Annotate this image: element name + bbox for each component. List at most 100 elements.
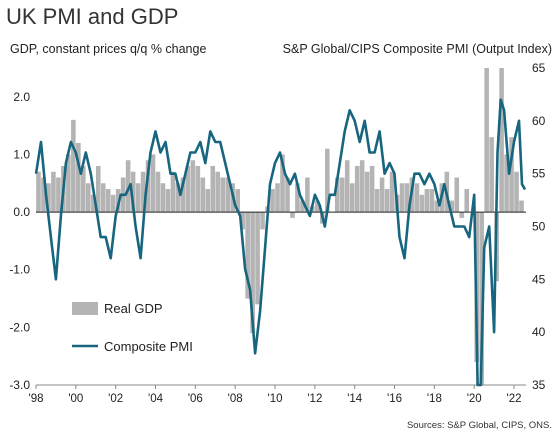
- x-tick-label: '00: [68, 393, 83, 405]
- pmi-series: [34, 98, 527, 387]
- gdp-bar: [464, 189, 470, 213]
- gdp-bar: [160, 183, 166, 213]
- gdp-bar: [285, 177, 290, 213]
- gdp-bar: [509, 137, 514, 213]
- gdp-bar: [90, 194, 96, 213]
- gdp-bar: [76, 142, 81, 213]
- gdp-bar: [334, 177, 340, 213]
- right-axis-ticks: 35 40 45 50 55 60 65: [532, 61, 546, 392]
- gdp-bar: [344, 160, 350, 213]
- gdp-bar: [95, 165, 101, 213]
- gdp-bar: [339, 177, 345, 213]
- left-axis-label: GDP, constant prices q/q % change: [10, 42, 207, 56]
- gdp-bar: [270, 189, 275, 213]
- left-tick-label: 1.0: [13, 147, 30, 161]
- gdp-bar: [170, 171, 176, 213]
- gdp-bar: [499, 68, 504, 213]
- gdp-bar: [105, 189, 111, 213]
- gdp-bar: [290, 212, 295, 218]
- pmi-line: [34, 98, 527, 387]
- gdp-bar: [325, 148, 330, 213]
- gdp-bar: [71, 119, 76, 213]
- gdp-bar: [260, 212, 265, 230]
- right-tick-label: 35: [532, 378, 546, 392]
- gdp-bar: [190, 160, 196, 213]
- gdp-bar: [195, 165, 201, 213]
- x-tick-label: '12: [307, 393, 322, 405]
- gdp-bar: [300, 200, 305, 213]
- gdp-bar: [429, 189, 435, 213]
- chart-title: UK PMI and GDP: [6, 4, 179, 29]
- gdp-bar: [225, 177, 231, 213]
- x-tick-label: '02: [108, 393, 123, 405]
- gdp-bar: [46, 183, 51, 213]
- gdp-bar: [349, 183, 355, 213]
- gdp-bar: [280, 154, 285, 213]
- gdp-bar: [489, 137, 494, 213]
- source-note: Sources: S&P Global, CIPS, ONS.: [406, 420, 552, 431]
- right-tick-label: 65: [532, 61, 546, 75]
- gdp-bar: [449, 200, 455, 213]
- gdp-bar: [519, 200, 524, 213]
- gdp-bar: [374, 189, 380, 213]
- x-tick-label: '18: [427, 393, 442, 405]
- gdp-bar: [379, 177, 385, 213]
- x-tick-label: '08: [228, 393, 243, 405]
- gdp-bar: [315, 200, 320, 213]
- x-tick-label: '04: [148, 393, 164, 405]
- gdp-bar: [210, 165, 216, 213]
- right-tick-label: 50: [532, 220, 546, 234]
- x-tick-label: '20: [467, 393, 482, 405]
- legend-label-composite-pmi: Composite PMI: [104, 339, 193, 354]
- gdp-bar: [364, 171, 370, 213]
- gdp-bar: [245, 212, 250, 299]
- gdp-bar: [41, 177, 46, 213]
- gdp-bar: [414, 183, 420, 213]
- gdp-bar: [56, 177, 61, 213]
- gdp-bar: [424, 189, 430, 213]
- gdp-bar: [36, 171, 41, 213]
- right-tick-label: 45: [532, 272, 546, 286]
- left-axis-ticks: -3.0 -2.0 -1.0 0.0 1.0 2.0: [9, 90, 30, 392]
- gdp-bar: [100, 183, 106, 213]
- right-tick-label: 55: [532, 167, 546, 181]
- gdp-bar: [215, 171, 221, 213]
- gdp-bar: [145, 160, 151, 213]
- gdp-bar: [389, 171, 395, 213]
- right-tick-label: 40: [532, 325, 546, 339]
- gdp-bar: [81, 165, 86, 213]
- gdp-bar: [125, 160, 131, 213]
- gdp-bar: [484, 68, 489, 213]
- x-axis-ticks: '98 '00 '02 '04 '06 '08 '10 '12 '14 '16 '18 '20 '22: [29, 385, 522, 405]
- legend: Real GDP Composite PMI: [72, 301, 193, 354]
- gdp-bar: [250, 212, 255, 334]
- gdp-bar: [434, 200, 440, 213]
- gdp-bar: [235, 189, 240, 213]
- gdp-bars: [36, 68, 524, 385]
- gdp-bar: [399, 183, 405, 213]
- gdp-bar: [369, 165, 375, 213]
- gdp-bar: [454, 177, 460, 213]
- gdp-bar: [140, 171, 146, 213]
- gdp-bar: [155, 171, 161, 213]
- x-tick-label: '16: [387, 393, 402, 405]
- gdp-bar: [130, 171, 136, 213]
- gdp-bar: [504, 154, 509, 213]
- x-tick-label: '14: [347, 393, 363, 405]
- left-tick-label: 0.0: [13, 205, 30, 219]
- legend-label-real-gdp: Real GDP: [104, 301, 163, 316]
- gdp-bar: [66, 154, 71, 213]
- gdp-bar: [180, 177, 186, 213]
- gdp-bar: [200, 177, 206, 213]
- gdp-bar: [110, 194, 116, 213]
- gdp-bar: [359, 160, 365, 213]
- x-tick-label: '10: [268, 393, 283, 405]
- left-tick-label: -3.0: [9, 378, 30, 392]
- gdp-bar: [514, 171, 519, 213]
- gdp-bar: [275, 183, 280, 213]
- left-tick-label: -2.0: [9, 320, 30, 334]
- gdp-bar: [354, 165, 360, 213]
- gdp-bar: [419, 194, 425, 213]
- gdp-bar: [150, 154, 156, 213]
- x-tick-label: '98: [29, 393, 44, 405]
